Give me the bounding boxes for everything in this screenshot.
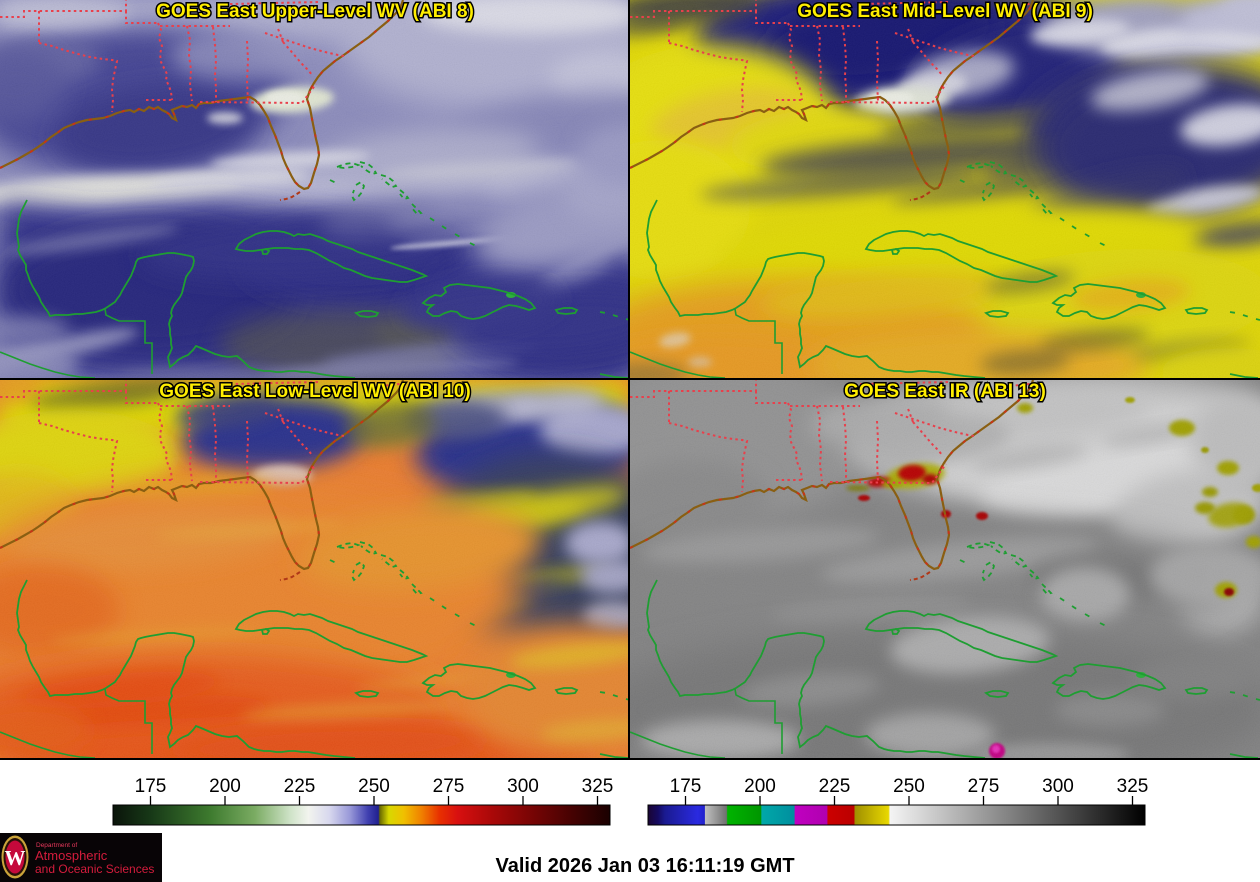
svg-text:Atmospheric: Atmospheric (35, 848, 108, 863)
svg-text:250: 250 (358, 776, 390, 797)
svg-text:200: 200 (209, 776, 241, 797)
svg-text:Department of: Department of (36, 842, 77, 849)
svg-text:GOES East Mid-Level WV (ABI 9): GOES East Mid-Level WV (ABI 9) (797, 1, 1093, 22)
svg-text:250: 250 (893, 776, 925, 797)
svg-text:175: 175 (135, 776, 167, 797)
svg-text:300: 300 (507, 776, 539, 797)
svg-text:GOES East IR (ABI 13): GOES East IR (ABI 13) (844, 381, 1046, 402)
svg-text:225: 225 (819, 776, 851, 797)
svg-text:and Oceanic Sciences: and Oceanic Sciences (35, 862, 154, 876)
svg-text:275: 275 (968, 776, 1000, 797)
svg-text:GOES East Upper-Level WV (ABI: GOES East Upper-Level WV (ABI 8) (156, 1, 474, 22)
svg-text:Valid 2026 Jan 03 16:11:19 GMT: Valid 2026 Jan 03 16:11:19 GMT (495, 855, 794, 877)
svg-text:325: 325 (1117, 776, 1149, 797)
svg-text:200: 200 (744, 776, 776, 797)
svg-text:275: 275 (433, 776, 465, 797)
svg-text:325: 325 (582, 776, 614, 797)
svg-text:300: 300 (1042, 776, 1074, 797)
svg-text:225: 225 (284, 776, 316, 797)
svg-text:175: 175 (670, 776, 702, 797)
svg-text:GOES East Low-Level WV (ABI 10: GOES East Low-Level WV (ABI 10) (159, 381, 470, 402)
svg-text:W: W (5, 846, 26, 870)
